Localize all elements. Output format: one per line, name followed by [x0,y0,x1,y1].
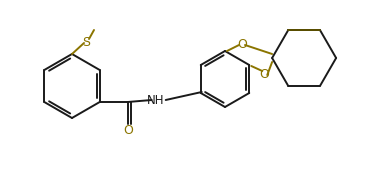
Text: O: O [259,68,269,81]
Text: S: S [82,36,90,49]
Text: O: O [237,38,247,51]
Text: O: O [123,124,133,137]
Text: NH: NH [147,94,165,107]
